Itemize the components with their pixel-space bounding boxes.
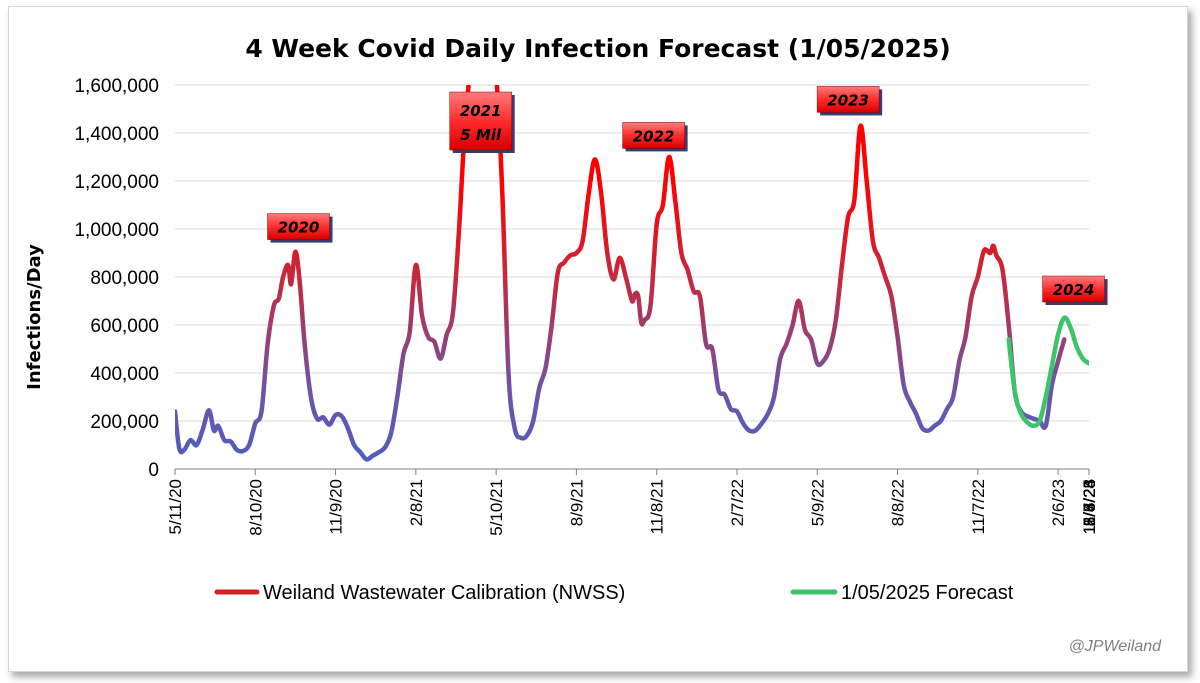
annotation-2021: 2021 5 Mil [449,91,515,153]
annotation-label: 2020 [278,219,320,237]
x-tick-label: 8/10/20 [246,479,265,536]
chart-title: 4 Week Covid Daily Infection Forecast (1… [245,34,950,63]
annotation-sublabel: 5 Mil [460,126,502,144]
x-tick-label: 2/3/25 [1080,479,1099,526]
x-tick-label: 2/7/22 [728,479,747,526]
legend-label-wastewater: Weiland Wastewater Calibration (NWSS) [263,582,625,604]
legend-item-wastewater: Weiland Wastewater Calibration (NWSS) [214,582,625,604]
annotation-label: 2022 [633,127,675,145]
x-tick-label: 8/7/23 [1080,479,1099,526]
annotation-label: 2021 [460,102,502,120]
y-tick-label: 800,000 [90,268,159,289]
annotation-2024: 2024 [1042,275,1108,305]
x-tick-label: 5/10/21 [487,479,506,536]
annotation-box [267,213,330,240]
x-tick-label: 5/6/24 [1080,479,1099,526]
x-tick-label: 5/11/20 [166,479,185,534]
legend-label-forecast: 1/05/2025 Forecast [841,582,1014,604]
annotation-box [622,122,685,149]
series-line-wastewater [175,85,1067,462]
y-tick-label: 1,200,000 [74,172,159,193]
year-annotations: 2020 2021 5 Mil 2022 2023 2024 [267,86,1108,305]
x-tick-label: 2/5/24 [1080,479,1099,526]
x-tick-label: 2/6/23 [1049,479,1068,526]
x-tick-label: 2/8/21 [407,479,426,526]
annotation-box [816,86,880,113]
x-tick-label: 5/9/22 [808,479,827,526]
x-tick-label: 8/9/21 [567,479,586,526]
annotation-box [1042,275,1105,303]
y-tick-label: 600,000 [90,316,159,337]
x-tick-label: 8/5/24 [1080,479,1099,526]
chart-svg: 4 Week Covid Daily Infection Forecast (1… [24,34,1163,655]
x-tick-label: 11/9/20 [327,479,346,534]
series-line-forecast [1006,315,1089,429]
x-tick-label: 8/8/22 [889,479,908,526]
x-tick-label: 5/8/23 [1080,479,1099,526]
author-credit: @JPWeiland [1069,638,1163,655]
y-tick-label: 0 [148,460,159,481]
y-tick-label: 200,000 [90,412,159,433]
x-tick-label: 11/4/24 [1080,479,1099,534]
x-tick-label: 11/7/22 [969,479,988,534]
y-tick-label: 1,000,000 [74,220,159,241]
legend: Weiland Wastewater Calibration (NWSS) 1/… [214,582,1014,604]
x-tick-label: 11/8/21 [648,479,667,534]
y-tick-label: 400,000 [90,364,159,385]
annotation-2022: 2022 [622,122,688,152]
annotation-2023: 2023 [816,86,883,116]
annotation-label: 2023 [827,91,869,109]
legend-item-forecast: 1/05/2025 Forecast [790,582,1014,604]
x-tick-label: 11/6/23 [1080,479,1099,534]
y-axis-ticks: 0 200,000 400,000 600,000 800,000 1,000,000 1,… [74,76,159,481]
chart-frame: 4 Week Covid Daily Infection Forecast (1… [8,6,1188,672]
y-tick-label: 1,600,000 [74,76,159,97]
annotation-2020: 2020 [267,213,333,243]
y-axis-label: Infections/Day [24,244,45,390]
annotation-box [449,91,512,151]
x-axis-ticks: 5/11/20 8/10/20 11/9/20 2/8/21 5/10/21 8/9/21… [166,469,1099,536]
y-tick-label: 1,400,000 [74,124,159,145]
annotation-label: 2024 [1053,281,1095,299]
